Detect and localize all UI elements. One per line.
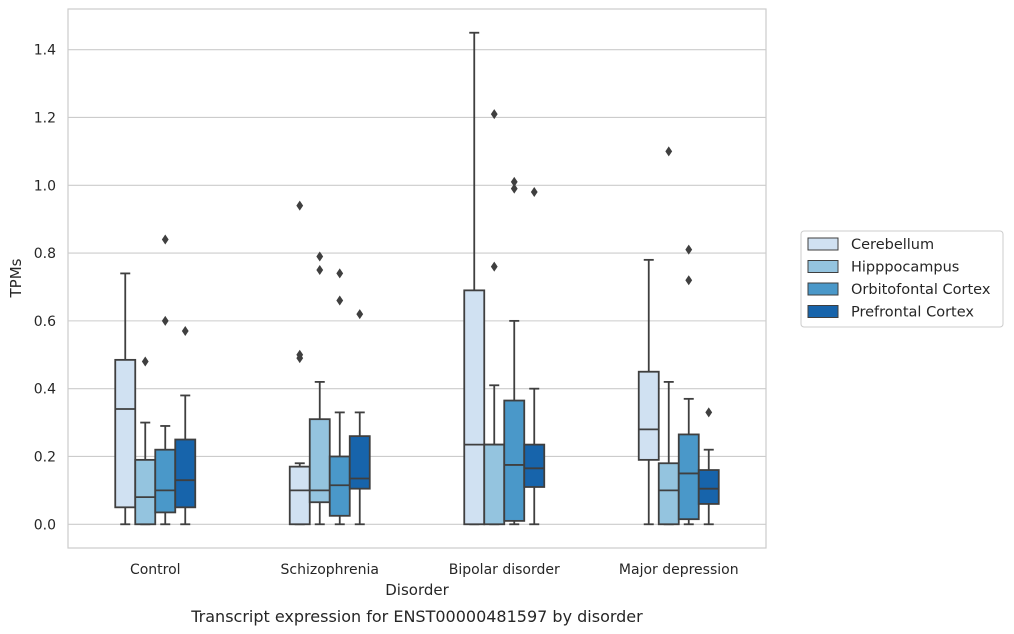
outlier-point [665, 146, 673, 157]
y-tick-label: 1.2 [34, 110, 56, 126]
legend-item: Hipppocampus [807, 260, 959, 276]
outlier-point [490, 261, 498, 272]
y-tick-label: 1.0 [34, 178, 56, 194]
y-tick-label: 0.0 [34, 517, 56, 533]
box [348, 309, 371, 526]
box-body [657, 462, 680, 526]
chart-caption: Transcript expression for ENST0000048159… [190, 607, 643, 626]
y-tick-label: 0.8 [34, 246, 56, 262]
legend-frame [800, 230, 1004, 328]
x-axis-label: Disorder [385, 581, 449, 599]
box-body [463, 289, 486, 526]
outlier-point [296, 200, 304, 211]
outlier-point [510, 183, 518, 194]
y-tick-label: 0.6 [34, 314, 56, 330]
legend-label: Hipppocampus [851, 260, 959, 276]
box [503, 176, 526, 526]
box-body [134, 458, 157, 526]
outlier-point [510, 176, 518, 187]
outlier-point [296, 349, 304, 360]
outlier-point [336, 268, 344, 279]
box [288, 200, 311, 526]
legend-swatch [807, 260, 839, 273]
box-body [503, 399, 526, 522]
outlier-point [685, 244, 693, 255]
outlier-point [530, 187, 538, 198]
box-body [677, 433, 700, 521]
box [328, 268, 351, 526]
y-tick-labels: 0.0 0.2 0.4 0.6 0.8 1.0 1.2 1.4 [34, 43, 56, 534]
box [308, 251, 331, 526]
box-body [154, 448, 177, 514]
outlier-point [161, 234, 169, 245]
box [174, 326, 197, 526]
box [677, 244, 700, 526]
box [134, 356, 157, 526]
box [154, 234, 177, 526]
x-tick-label: Bipolar disorder [449, 562, 560, 578]
box [463, 31, 486, 526]
x-tick-label: Control [130, 562, 181, 578]
plot-area-frame [67, 8, 767, 549]
outlier-point [705, 407, 713, 418]
x-tick-labels: Control Schizophrenia Bipolar disorder Majo… [130, 562, 739, 578]
legend: Cerebellum Hipppocampus Orbitofontal Corte… [800, 230, 1004, 328]
series-orbitofontal-cortex [154, 176, 700, 526]
box-body [174, 438, 197, 509]
series-hipppocampus [134, 109, 680, 526]
outlier-point [141, 356, 149, 367]
outlier-point [685, 275, 693, 286]
legend-item: Orbitofontal Cortex [807, 282, 991, 298]
box-body [348, 435, 371, 490]
box [114, 272, 137, 526]
legend-swatch [807, 282, 839, 296]
box [483, 109, 506, 526]
x-tick-label: Schizophrenia [281, 562, 379, 578]
legend-swatch [807, 305, 839, 318]
legend-label: Orbitofontal Cortex [851, 282, 991, 298]
box-series-layer [114, 31, 720, 526]
legend-item: Prefrontal Cortex [807, 305, 974, 321]
y-tick-label: 1.4 [34, 43, 56, 59]
box [657, 146, 680, 526]
y-axis-label: TPMs [7, 258, 25, 298]
legend-swatch [807, 237, 839, 251]
legend-label: Cerebellum [851, 237, 934, 253]
outlier-point [336, 295, 344, 306]
x-tick-label: Major depression [619, 562, 739, 578]
outlier-point [490, 109, 498, 120]
y-tick-label: 0.2 [34, 449, 56, 465]
series-cerebellum [114, 31, 660, 526]
box-body [483, 443, 506, 526]
box-body [523, 443, 546, 488]
series-prefrontal-cortex [174, 187, 720, 526]
legend-label: Prefrontal Cortex [851, 305, 974, 321]
outlier-point [316, 265, 324, 276]
y-tick-label: 0.4 [34, 382, 56, 398]
box-body [114, 358, 137, 509]
outlier-point [161, 315, 169, 326]
outlier-point [181, 326, 189, 337]
outlier-point [356, 309, 364, 320]
box [523, 187, 546, 526]
box-body [637, 370, 660, 461]
legend-item: Cerebellum [807, 237, 934, 253]
box-body [288, 465, 311, 526]
box [697, 407, 720, 526]
box-body [697, 469, 720, 505]
box [637, 258, 660, 526]
outlier-point [316, 251, 324, 262]
